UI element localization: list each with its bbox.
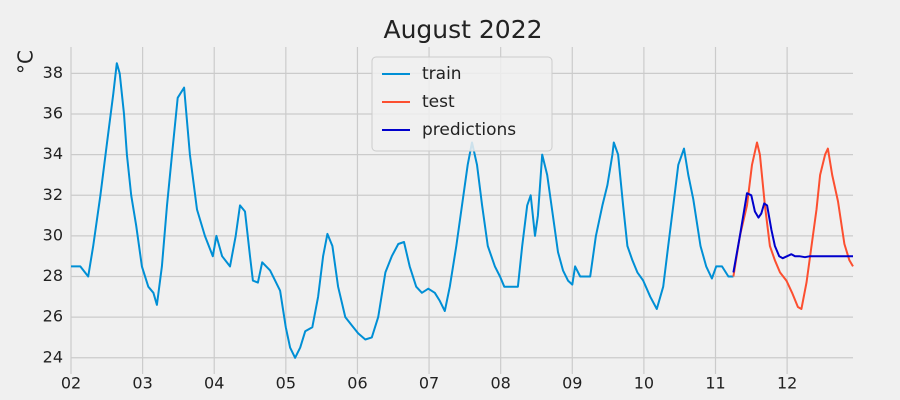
y-tick-label: 34 [43,144,63,163]
x-tick-label: 11 [705,374,725,393]
y-tick-label: 36 [43,104,63,123]
y-axis-label: °C [14,50,38,74]
x-tick-label: 08 [490,374,510,393]
y-tick-label: 26 [43,307,63,326]
y-tick-label: 28 [43,266,63,285]
x-tick-label: 10 [634,374,654,393]
series-line [732,141,854,310]
legend-label: train [422,64,462,84]
x-tick-label: 03 [132,374,152,393]
x-tick-label: 12 [777,374,797,393]
legend: train test predictions [371,56,553,152]
series-line [71,62,734,359]
series-line [732,192,853,273]
legend-label: test [422,92,455,112]
legend-label: predictions [422,120,516,140]
x-tick-label: 04 [204,374,224,393]
y-tick-label: 38 [43,63,63,82]
y-tick-label: 24 [43,347,63,366]
x-tick-label: 07 [419,374,439,393]
chart-title: August 2022 [383,15,542,44]
x-tick-label: 02 [61,374,81,393]
x-tick-label: 06 [347,374,367,393]
x-tick-label: 09 [562,374,582,393]
legend-box [371,56,553,152]
y-tick-label: 32 [43,185,63,204]
x-tick-label: 05 [276,374,296,393]
y-tick-label: 30 [43,225,63,244]
